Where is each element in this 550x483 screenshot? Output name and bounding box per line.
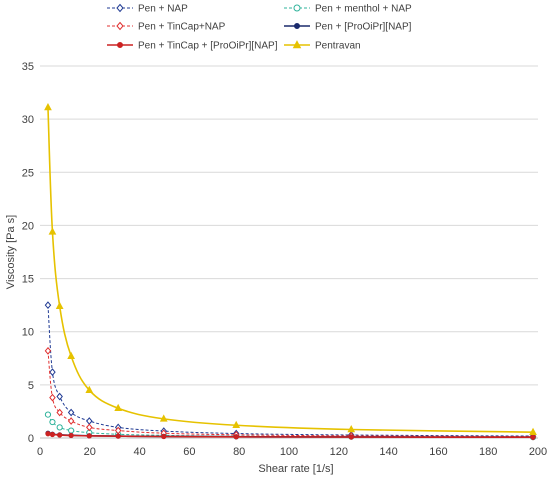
data-point [86, 433, 92, 439]
x-tick-label: 120 [330, 446, 348, 458]
data-point [85, 385, 94, 393]
data-point [55, 301, 64, 310]
x-tick-label: 80 [233, 446, 245, 458]
series-line [47, 350, 534, 438]
data-point [57, 432, 63, 438]
x-tick-label: 60 [183, 446, 195, 458]
data-point [86, 417, 93, 425]
y-tick-label: 30 [22, 114, 34, 126]
series-line [47, 305, 534, 437]
legend-marker [116, 21, 124, 31]
data-point [348, 434, 354, 440]
series-layer [44, 103, 537, 441]
data-point [68, 432, 74, 439]
legend-item: Pen + NAP [107, 4, 188, 15]
data-point [159, 414, 168, 422]
legend-marker [292, 40, 302, 49]
legend-item: Pen + [ProOiPr][NAP] [284, 22, 412, 33]
data-point [530, 434, 536, 440]
y-tick-label: 10 [22, 327, 34, 339]
legend-item: Pen + menthol + NAP [284, 4, 412, 15]
data-point [45, 431, 51, 437]
series-4 [45, 431, 536, 440]
legend-label: Pen + [ProOiPr][NAP] [315, 22, 412, 33]
legend-item: Pentravan [284, 40, 361, 52]
data-point [49, 418, 56, 426]
data-point [44, 411, 52, 418]
legend-label: Pen + NAP [138, 4, 188, 15]
x-axis-title: Shear rate [1/s] [258, 463, 333, 475]
data-point [56, 408, 63, 417]
data-point [67, 417, 75, 425]
data-point [44, 301, 52, 310]
legend: Pen + NAP Pen + menthol + NAP Pen + TinCap… [107, 4, 412, 52]
data-point [233, 434, 239, 440]
x-tick-label: 40 [133, 446, 145, 458]
data-point [86, 423, 93, 432]
x-tick-label: 100 [280, 446, 298, 458]
axes: 0 5 10 15 20 25 30 35 0 20 40 60 80 100 120 140 160 180 20… [22, 61, 547, 458]
data-point [114, 403, 123, 412]
y-tick-label: 20 [22, 220, 34, 232]
legend-label: Pentravan [315, 41, 361, 52]
legend-marker [117, 42, 124, 49]
grid [40, 65, 538, 386]
legend-marker [293, 4, 301, 12]
legend-label: Pen + TinCap + [ProOiPr][NAP] [138, 41, 278, 52]
data-point [232, 420, 241, 429]
data-point [161, 433, 167, 440]
legend-marker [293, 22, 300, 29]
data-point [49, 393, 56, 402]
series-0 [44, 301, 537, 440]
data-point [49, 368, 56, 376]
data-point [529, 427, 537, 435]
data-point [67, 351, 75, 359]
x-tick-label: 180 [479, 446, 497, 458]
y-tick-label: 25 [22, 167, 34, 179]
x-tick-label: 200 [529, 446, 547, 458]
x-tick-label: 0 [37, 446, 43, 458]
y-tick-label: 5 [28, 380, 34, 392]
data-point [48, 227, 57, 235]
data-point [67, 408, 75, 417]
data-point [44, 346, 52, 355]
data-point [56, 424, 63, 431]
data-point [44, 103, 52, 111]
y-tick-label: 0 [28, 433, 34, 445]
data-point [68, 427, 75, 434]
legend-marker [116, 3, 124, 13]
y-tick-label: 35 [22, 61, 34, 73]
data-point [115, 433, 121, 439]
legend-item: Pen + TinCap + [ProOiPr][NAP] [107, 41, 278, 52]
series-5 [44, 103, 537, 435]
legend-label: Pen + TinCap+NAP [138, 22, 226, 33]
x-tick-label: 140 [379, 446, 397, 458]
data-point [56, 392, 63, 401]
y-tick-label: 15 [22, 274, 34, 286]
legend-item: Pen + TinCap+NAP [107, 22, 226, 33]
x-tick-label: 20 [84, 446, 96, 458]
series-line [47, 107, 534, 433]
legend-label: Pen + menthol + NAP [315, 4, 412, 15]
y-axis-title: Viscosity [Pa s] [5, 215, 17, 289]
data-point [347, 425, 356, 433]
x-tick-label: 160 [429, 446, 447, 458]
data-point [49, 431, 56, 438]
